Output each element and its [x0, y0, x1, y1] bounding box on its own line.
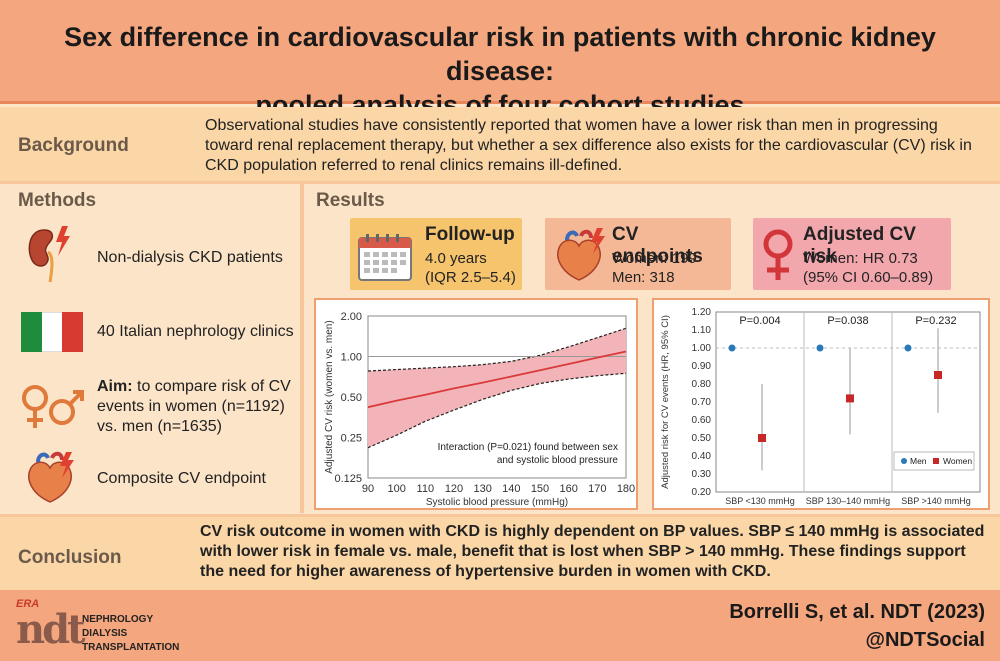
- x-tick-label: 120: [445, 483, 463, 495]
- conclusion-label: Conclusion: [18, 547, 122, 568]
- x-tick-label: SBP <130 mmHg: [725, 496, 795, 506]
- x-tick-label: SBP 130–140 mmHg: [806, 496, 890, 506]
- journal-line-2: DIALYSIS: [82, 628, 128, 639]
- legend-men-marker: [901, 458, 907, 464]
- x-axis-label: Systolic blood pressure (mmHg): [426, 497, 568, 508]
- citation: Borrelli S, et al. NDT (2023): [729, 601, 985, 623]
- heart-icon: [22, 450, 82, 506]
- x-tick-label: 170: [588, 483, 606, 495]
- y-tick-label: 0.50: [692, 433, 712, 444]
- method-item-ckd: Non-dialysis CKD patients: [97, 249, 283, 266]
- y-tick-label: 0.30: [692, 469, 712, 480]
- aim-text: to compare risk of CV events in women (n…: [97, 378, 291, 435]
- x-tick-label: 110: [417, 483, 435, 495]
- x-tick-label: SBP >140 mmHg: [901, 496, 971, 506]
- title-banner: [0, 0, 1000, 104]
- method-item-clinics: 40 Italian nephrology clinics: [97, 323, 294, 340]
- x-tick-label: 130: [473, 483, 491, 495]
- followup-box: Follow-up 4.0 years (IQR 2.5–5.4): [350, 218, 522, 290]
- results-label: Results: [316, 190, 385, 211]
- y-tick-label: 0.40: [692, 451, 712, 462]
- y-axis-label: Adjusted CV risk (women vs. men): [324, 320, 335, 473]
- italy-flag-icon: [21, 312, 84, 352]
- divider: [0, 181, 1000, 184]
- method-item-aim: Aim: to compare risk of CV events in wom…: [97, 377, 297, 437]
- y-tick-label: 1.00: [692, 343, 712, 354]
- background-band: [0, 107, 1000, 181]
- x-tick-label: 150: [531, 483, 549, 495]
- female-icon: [761, 228, 795, 284]
- followup-title: Follow-up: [425, 224, 515, 245]
- p-value-label: P=0.232: [915, 315, 956, 327]
- background-text: Observational studies have consistently …: [205, 117, 972, 174]
- y-tick-label: 0.90: [692, 361, 712, 372]
- y-tick-label: 0.70: [692, 397, 712, 408]
- hr-curve: [367, 350, 627, 409]
- conclusion-band: [0, 514, 1000, 590]
- men-point: [728, 344, 736, 352]
- conclusion-text: CV risk outcome in women with CKD is hig…: [200, 523, 985, 580]
- y-axis-label: Adjusted risk for CV events (HR, 95% CI): [660, 315, 671, 489]
- women-point: [846, 394, 854, 403]
- y-tick-label: 2.00: [341, 311, 362, 323]
- title-line-1: Sex difference in cardiovascular risk in…: [64, 22, 936, 86]
- y-tick-label: 0.125: [334, 473, 362, 485]
- y-tick-label: 0.50: [341, 392, 362, 404]
- kidney-icon: [22, 222, 82, 287]
- methods-label: Methods: [18, 190, 97, 211]
- endpoints-box: CV endpoints Women: 199 Men: 318: [545, 218, 731, 290]
- y-tick-label: 1.00: [341, 352, 362, 364]
- followup-value: 4.0 years: [425, 250, 487, 267]
- footer: [0, 590, 1000, 661]
- legend-women-marker: [933, 458, 939, 464]
- men-point: [816, 344, 824, 352]
- women-point: [934, 371, 942, 379]
- adjusted-hr: Women: HR 0.73: [803, 250, 918, 267]
- y-tick-label: 1.10: [692, 325, 712, 336]
- logo-era: ERA: [16, 598, 40, 610]
- y-tick-label: 0.25: [341, 433, 362, 445]
- endpoints-men: Men: 318: [612, 269, 675, 286]
- gender-icon: [18, 380, 86, 436]
- women-point: [758, 434, 766, 442]
- journal-line-3: TRANSPLANTATION: [82, 642, 180, 653]
- adjusted-ci: (95% CI 0.60–0.89): [803, 269, 934, 286]
- p-value-label: P=0.038: [827, 315, 868, 327]
- aim-label: Aim:: [97, 378, 133, 395]
- column-divider: [300, 183, 304, 513]
- adjusted-title: Adjusted CV risk: [803, 224, 916, 267]
- x-tick-label: 140: [502, 483, 520, 495]
- followup-iqr: (IQR 2.5–5.4): [425, 269, 516, 286]
- p-value-label: P=0.004: [739, 315, 780, 327]
- annotation-line-2: and systolic blood pressure: [497, 455, 619, 466]
- sbp-category-chart: 1.20 1.10 1.00 0.90 0.80 0.70 0.60 0.50 0.40 0.30…: [652, 298, 990, 510]
- y-tick-label: 1.20: [692, 307, 712, 318]
- sbp-interaction-chart: 2.00 1.00 0.50 0.25 0.125 90 100 110 120 130 140 15…: [314, 298, 638, 510]
- journal-line-1: NEPHROLOGY: [82, 614, 154, 625]
- men-point: [904, 344, 912, 352]
- background-label: Background: [18, 135, 129, 156]
- x-tick-label: 90: [362, 483, 374, 495]
- x-tick-label: 180: [617, 483, 635, 495]
- annotation-line-1: Interaction (P=0.021) found between sex: [438, 442, 618, 453]
- y-tick-label: 0.20: [692, 487, 712, 498]
- adjusted-risk-box: Adjusted CV risk Women: HR 0.73 (95% CI …: [753, 218, 951, 290]
- method-item-endpoint: Composite CV endpoint: [97, 470, 266, 487]
- x-tick-label: 160: [559, 483, 577, 495]
- legend-men-label: Men: [910, 456, 927, 466]
- endpoints-title: CV endpoints: [612, 224, 703, 267]
- logo-ndt: ndt: [16, 606, 86, 653]
- heart-icon: [551, 226, 609, 284]
- y-tick-label: 0.60: [692, 415, 712, 426]
- x-tick-label: 100: [387, 483, 405, 495]
- ndt-logo: ERA ndt: [16, 598, 86, 656]
- ci-lower-line: [367, 372, 627, 449]
- social-handle: @NDTSocial: [865, 629, 985, 651]
- y-tick-label: 0.80: [692, 379, 712, 390]
- endpoints-women: Women: 199: [612, 250, 697, 267]
- legend-women-label: Women: [943, 456, 972, 466]
- ci-upper-line: [367, 327, 627, 372]
- calendar-icon: [356, 232, 414, 282]
- journal-name: NEPHROLOGY DIALYSIS TRANSPLANTATION: [82, 613, 179, 655]
